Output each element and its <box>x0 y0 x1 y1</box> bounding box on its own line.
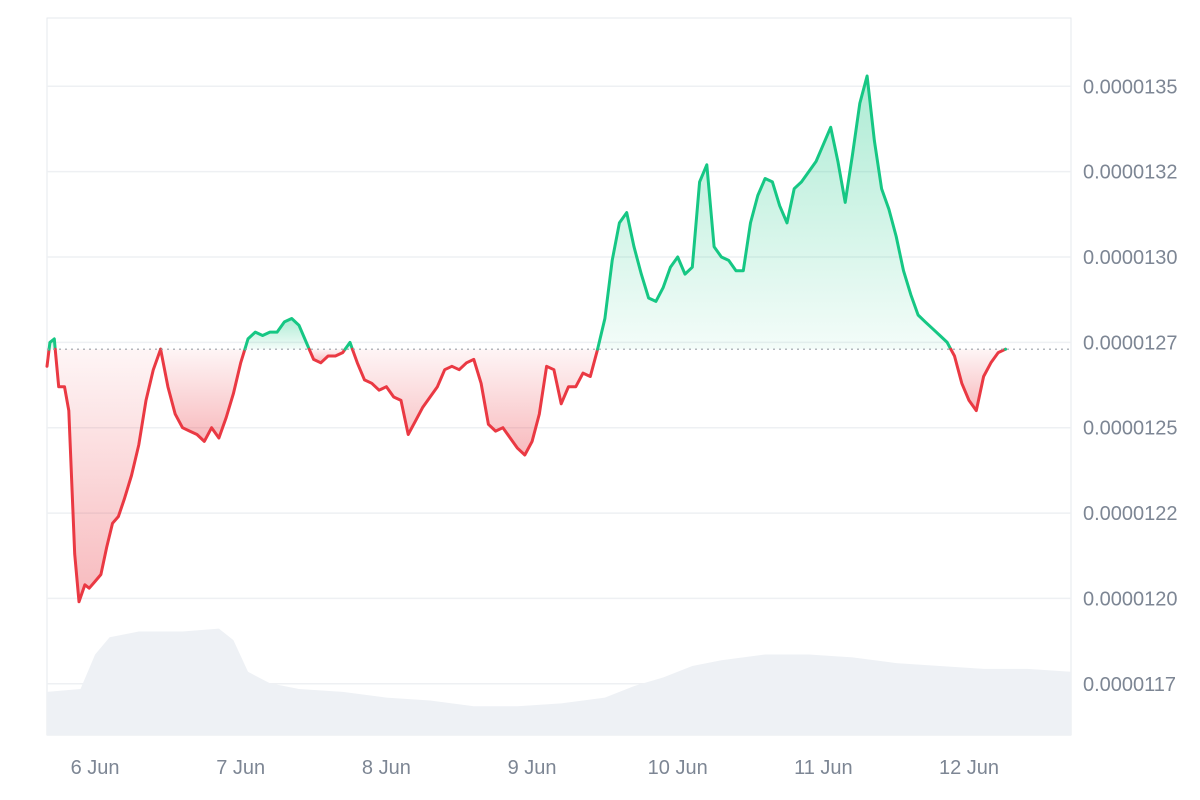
price-line-up <box>596 74 953 351</box>
y-tick-label: 0.0000117 <box>1083 674 1176 696</box>
y-tick-label: 0.0000120 <box>1083 588 1178 610</box>
x-tick-label: 11 Jun <box>794 757 853 779</box>
x-tick-label: 8 Jun <box>362 757 411 779</box>
axis-layer: 0.0000135 0.0000132 0.0000130 0.0000127 0.00… <box>71 76 1178 779</box>
x-tick-label: 7 Jun <box>216 757 265 779</box>
price-line-down <box>53 347 163 604</box>
area-below-baseline <box>55 349 161 602</box>
x-tick-label: 6 Jun <box>71 757 120 779</box>
y-tick-label: 0.0000122 <box>1083 503 1178 525</box>
y-tick-label: 0.0000135 <box>1083 76 1178 98</box>
line-layer <box>45 74 1071 604</box>
area-below-baseline <box>352 349 598 455</box>
y-tick-label: 0.0000132 <box>1083 162 1178 184</box>
volume-area <box>47 628 1071 735</box>
price-line-down <box>350 347 600 457</box>
area-above-baseline <box>597 76 951 350</box>
area-below-baseline <box>160 349 245 442</box>
price-line-down <box>949 347 1007 413</box>
price-line-down <box>45 347 51 368</box>
price-line-down <box>307 347 347 365</box>
area-below-baseline <box>950 349 1006 411</box>
area-above-baseline <box>244 318 310 350</box>
y-tick-label: 0.0000130 <box>1083 247 1178 269</box>
x-tick-label: 10 Jun <box>648 757 708 779</box>
y-tick-label: 0.0000125 <box>1083 418 1178 440</box>
price-line-down <box>159 347 247 443</box>
y-tick-label: 0.0000127 <box>1083 332 1178 354</box>
price-line-up <box>47 337 57 351</box>
x-tick-label: 9 Jun <box>508 757 557 779</box>
volume-layer <box>47 628 1071 735</box>
price-line-up <box>343 340 354 351</box>
x-tick-label: 12 Jun <box>939 757 999 779</box>
area-layer <box>47 76 1006 602</box>
price-line-up <box>243 317 311 351</box>
